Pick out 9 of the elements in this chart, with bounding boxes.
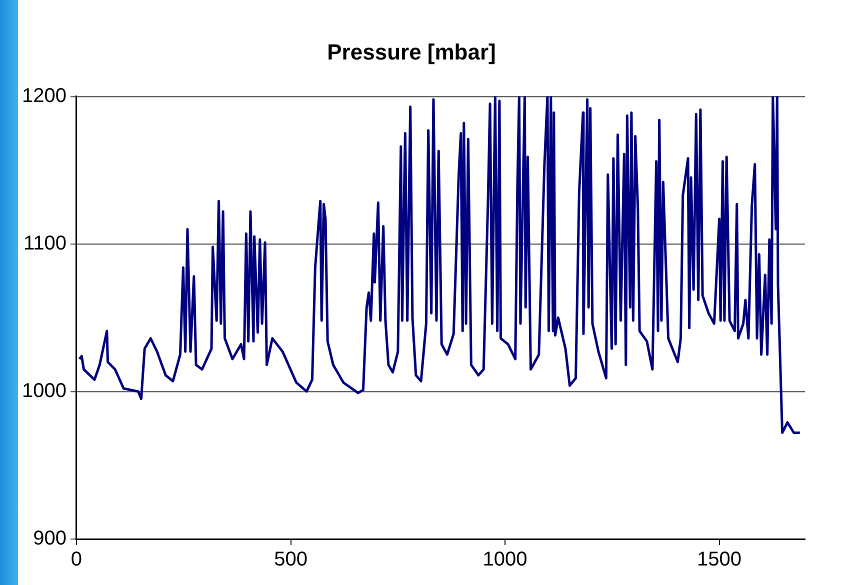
y-tick-label: 1100: [23, 232, 66, 254]
chart-title: Pressure [mbar]: [327, 39, 496, 64]
x-tick-label: 1000: [482, 548, 528, 571]
y-tick-label: 1200: [22, 84, 66, 107]
x-tick-label: 1500: [697, 548, 742, 571]
x-tick-label: 0: [70, 548, 82, 571]
y-tick-label: 900: [33, 528, 66, 550]
y-tick-label: 1000: [22, 380, 66, 402]
x-tick-label: 500: [274, 548, 308, 571]
